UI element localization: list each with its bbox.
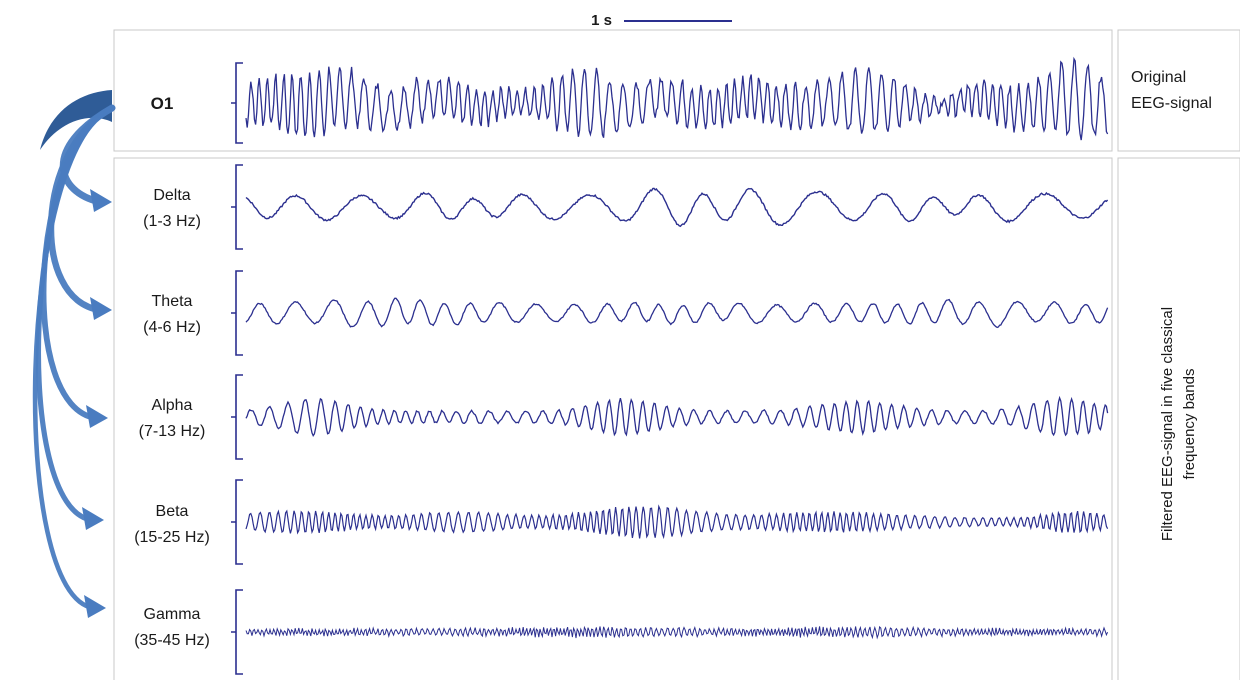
filtered-label-panel	[1117, 157, 1240, 680]
arrow-head-gamma	[84, 595, 106, 618]
trace-theta	[245, 297, 1109, 329]
scale-bracket-alpha	[231, 374, 243, 460]
band-arrows	[32, 90, 116, 618]
original-label-line1: Original	[1131, 69, 1186, 86]
arrow-head-theta	[90, 297, 112, 320]
original-label-panel	[1117, 29, 1240, 152]
arrow-origin-blob	[40, 90, 112, 150]
filtered-signals-panel	[113, 157, 1113, 680]
trace-beta	[245, 504, 1109, 540]
band-name-gamma: Gamma	[144, 606, 201, 623]
band-name-delta: Delta	[153, 187, 190, 204]
filtered-label-line1: Filtered EEG-signal in five classical	[1159, 307, 1176, 541]
arrow-shaft-gamma	[32, 105, 115, 611]
band-name-theta: Theta	[152, 293, 193, 310]
scale-bracket-beta	[231, 479, 243, 565]
trace-o1	[245, 56, 1109, 141]
scale-bracket-theta	[231, 270, 243, 356]
arrow-head-alpha	[86, 405, 108, 428]
band-range-alpha: (7-13 Hz)	[139, 423, 206, 440]
scale-bar-label: 1 s	[591, 12, 612, 29]
filtered-label-line2: frequency bands	[1181, 369, 1198, 480]
trace-gamma	[245, 625, 1109, 640]
band-name-alpha: Alpha	[152, 397, 193, 414]
band-range-beta: (15-25 Hz)	[134, 529, 210, 546]
eeg-traces	[231, 56, 1109, 675]
channel-label-o1: O1	[151, 94, 174, 113]
band-labels: Delta (1-3 Hz) Theta (4-6 Hz) Alpha (7-1…	[134, 187, 210, 649]
original-signal-panel	[113, 29, 1113, 152]
original-label-line2: EEG-signal	[1131, 95, 1212, 112]
band-range-delta: (1-3 Hz)	[143, 213, 201, 230]
scale-bracket-delta	[231, 164, 243, 250]
band-range-theta: (4-6 Hz)	[143, 319, 201, 336]
arrow-head-delta	[90, 189, 112, 212]
trace-delta	[245, 187, 1109, 228]
trace-alpha	[245, 395, 1109, 438]
arrow-head-beta	[82, 507, 104, 530]
band-range-gamma: (35-45 Hz)	[134, 632, 210, 649]
band-name-beta: Beta	[156, 503, 189, 520]
scale-bracket-o1	[231, 62, 243, 144]
scale-bracket-gamma	[231, 589, 243, 675]
